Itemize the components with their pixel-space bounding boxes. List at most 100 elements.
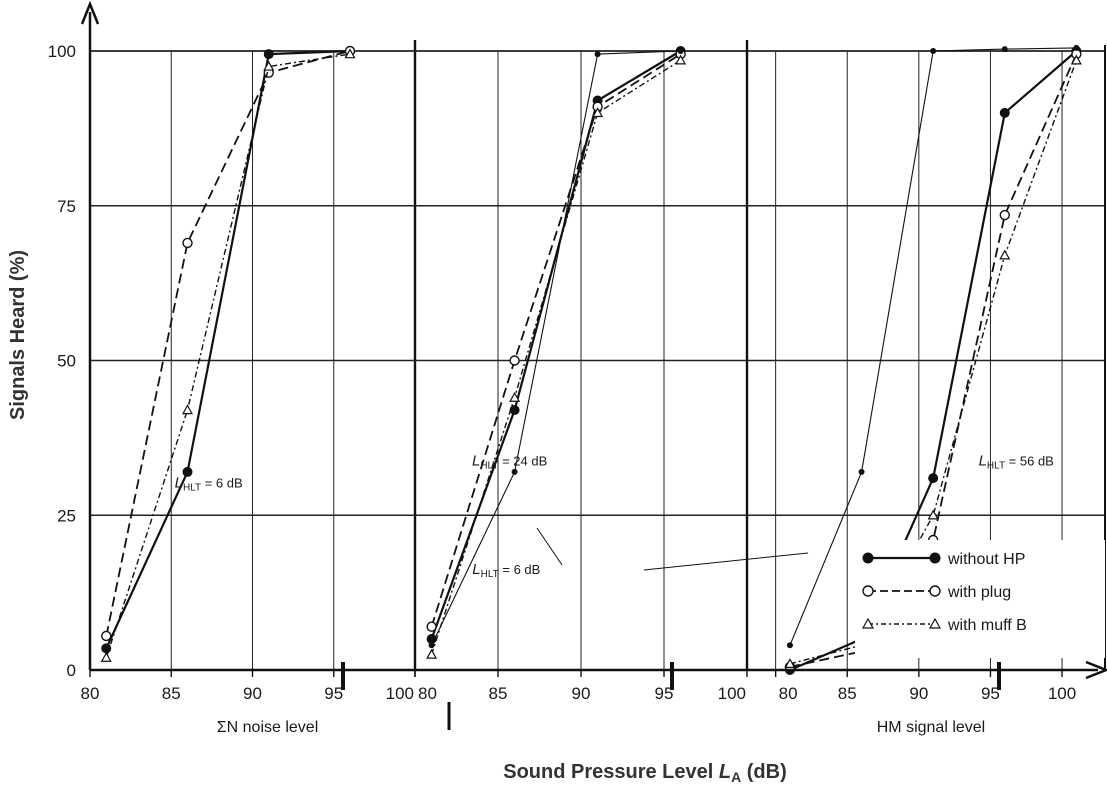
annotation-value: = 6 dB	[201, 475, 243, 490]
x-tick-label: 85	[489, 684, 508, 703]
legend-marker	[862, 585, 874, 597]
annotation-value: = 56 dB	[1005, 454, 1054, 469]
y-tick-label: 0	[67, 661, 76, 680]
y-axis-arrow	[80, 0, 100, 25]
series-line-2	[789, 60, 1078, 665]
x-axis-title-symbol: L	[719, 761, 731, 783]
legend-label: with plug	[947, 584, 1011, 601]
data-point	[858, 468, 865, 475]
series-line-0	[430, 50, 682, 640]
series-line-3	[431, 50, 681, 646]
x-tick-label: 95	[981, 684, 1000, 703]
data-point	[999, 249, 1011, 260]
x-axis-title: Sound Pressure Level LA (dB)	[503, 761, 787, 785]
x-tick-label: 90	[572, 684, 591, 703]
data-point	[999, 209, 1010, 221]
annotation-subscript: HLT	[987, 461, 1005, 472]
data-point	[100, 651, 112, 662]
panel-subtitle: ΣN noise level	[217, 719, 319, 736]
legend-label: with muff B	[947, 617, 1027, 634]
annotation-value: = 24 dB	[498, 454, 547, 469]
legend-marker	[928, 617, 942, 629]
legend-marker	[929, 585, 941, 597]
panel-subtitle: HM signal level	[877, 719, 985, 736]
legend-label: without HP	[947, 551, 1025, 568]
data-point	[182, 466, 193, 477]
data-point	[101, 630, 112, 642]
data-point	[928, 473, 939, 484]
data-point	[511, 468, 518, 475]
x-tick-label: 95	[324, 684, 343, 703]
data-point	[594, 51, 601, 58]
series-line-2	[430, 59, 681, 655]
series-layer	[100, 44, 1082, 675]
annotation-leader	[643, 552, 809, 571]
y-tick-label: 100	[48, 42, 76, 61]
x-axis-title-subscript: A	[731, 769, 741, 785]
series-line-2	[105, 53, 351, 658]
annotation-label: LHLT = 6 dB	[472, 561, 540, 580]
data-point	[509, 405, 520, 416]
legend-marker	[929, 552, 941, 564]
data-point	[344, 48, 356, 59]
series-line-1	[430, 53, 682, 627]
data-point	[677, 48, 684, 54]
y-tick-label: 75	[57, 197, 76, 216]
annotation-symbol: L	[979, 453, 987, 470]
x-tick-label: 100	[1048, 684, 1076, 703]
data-point	[1070, 54, 1082, 65]
data-point	[181, 404, 194, 415]
data-point	[509, 355, 520, 366]
x-axis-title-main: Sound Pressure Level	[503, 761, 719, 783]
annotation-symbol: L	[472, 561, 480, 578]
series-line-0	[105, 49, 351, 649]
x-axis-arrow	[1085, 660, 1107, 680]
legend: without HP with plug with muff B	[855, 540, 1105, 658]
data-point	[675, 54, 687, 65]
annotation-symbol: L	[472, 453, 480, 470]
x-tick-label: 85	[162, 684, 181, 703]
data-point	[1001, 46, 1008, 53]
annotation-subscript: HLT	[481, 569, 499, 580]
data-point	[263, 49, 274, 60]
x-tick-label: 90	[243, 684, 262, 703]
data-point	[426, 621, 437, 632]
data-point	[426, 648, 438, 659]
annotation-subscript: HLT	[183, 482, 201, 493]
data-point	[927, 509, 939, 520]
x-tick-label: 80	[418, 684, 437, 703]
data-point	[1073, 44, 1080, 51]
data-point	[263, 60, 275, 71]
data-point	[930, 48, 937, 54]
data-point	[182, 237, 193, 249]
annotation-symbol: L	[175, 474, 183, 491]
x-tick-label: 95	[655, 684, 674, 703]
annotation-value: = 6 dB	[499, 562, 541, 577]
x-tick-label: 85	[838, 684, 857, 703]
data-point	[784, 658, 796, 669]
x-tick-label: 90	[909, 684, 928, 703]
annotation-label: LHLT = 6 dB	[175, 474, 243, 493]
data-point	[426, 634, 437, 645]
annotation-leader	[536, 527, 563, 566]
x-axis-title-unit: (dB)	[741, 761, 787, 783]
series-line-1	[789, 53, 1078, 668]
x-tick-label: 100	[718, 684, 746, 703]
legend-background	[855, 540, 1105, 658]
series-line-1	[105, 50, 351, 637]
data-point	[786, 642, 793, 649]
x-tick-label: 80	[779, 684, 798, 703]
data-point	[509, 391, 521, 402]
x-tick-label: 80	[81, 684, 100, 703]
data-point	[999, 107, 1010, 118]
legend-marker	[862, 552, 874, 564]
data-point	[101, 643, 112, 654]
y-tick-label: 25	[57, 506, 76, 525]
x-tick-label: 100	[386, 684, 414, 703]
data-point	[428, 642, 435, 649]
annotation-subscript: HLT	[480, 461, 498, 472]
legend-marker	[861, 617, 875, 629]
y-tick-label: 50	[57, 352, 76, 371]
